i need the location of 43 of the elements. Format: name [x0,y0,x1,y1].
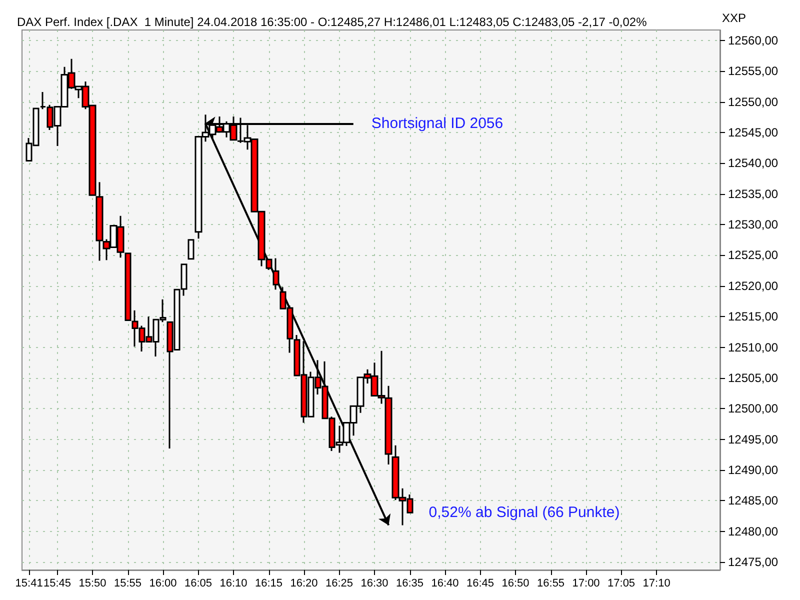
y-tick-label: 12495,00 [728,432,778,446]
y-tick-label: 12510,00 [728,340,778,354]
x-tick-label: 16:45 [466,578,494,590]
y-tick-label: 12485,00 [728,494,778,508]
y-tick-label: 12560,00 [728,33,778,48]
x-tick-label: 16:15 [255,578,283,590]
x-tick-label: 15:50 [78,578,106,590]
y-tick-label: 12480,00 [728,524,778,538]
y-tick-label: 12535,00 [728,186,778,201]
chart-title: DAX Perf. Index [.DAX 1 Minute] 24.04.2018 16:35:00 - O:12485,27 H:12486,01 L:12483,05 C:12483,05 -2,17 -0,02% [17,15,648,29]
x-tick-label: 17:00 [572,578,600,590]
y-tick-label: 12475,00 [728,555,778,570]
x-tick-label: 16:55 [537,578,565,590]
x-tick-label: 16:20 [290,578,318,590]
y-tick-label: 12540,00 [728,156,778,170]
x-tick-label: 15:41 [15,578,43,590]
x-tick-label: 16:50 [502,578,530,590]
x-tick-label: 16:30 [360,578,388,590]
y-tick-label: 12545,00 [728,125,778,140]
y-axis-title: XXP [722,11,746,25]
y-tick-label: 12490,00 [728,462,778,477]
x-tick-label: 15:55 [114,578,142,590]
x-tick-label: 16:40 [431,578,459,590]
y-tick-label: 12525,00 [728,248,778,262]
candlestick [188,239,194,260]
x-tick-label: 17:05 [608,578,636,590]
annotation: Shortsignal ID 2056 [371,114,504,132]
y-tick-label: 12550,00 [728,94,778,109]
y-tick-label: 12515,00 [728,310,778,324]
annotation: 0,52% ab Signal (66 Punkte) [428,504,620,522]
x-tick-label: 16:35 [396,578,424,590]
y-tick-label: 12500,00 [728,402,778,416]
x-tick-label: 16:00 [149,578,177,590]
y-tick-label: 12530,00 [728,218,778,232]
y-tick-label: 12520,00 [728,278,778,293]
x-tick-label: 16:25 [326,578,354,590]
y-tick-label: 12555,00 [728,64,778,78]
x-tick-label: 16:05 [184,578,212,590]
y-tick-label: 12505,00 [728,370,778,385]
x-tick-label: 17:10 [642,578,670,590]
x-tick-label: 15:45 [43,578,72,590]
candlestick [272,258,280,290]
x-tick-label: 16:10 [220,578,248,590]
